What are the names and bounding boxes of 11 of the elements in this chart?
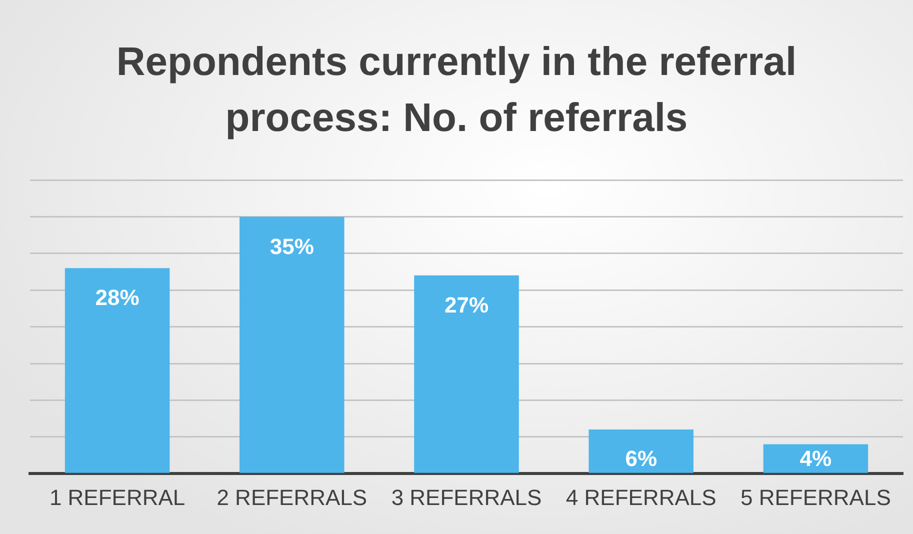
x-tick-label: 5 REFERRALS <box>740 484 891 510</box>
data-label: 27% <box>444 292 489 318</box>
data-label: 6% <box>625 446 657 471</box>
x-tick-label: 1 REFERRAL <box>49 484 186 510</box>
x-tick-label: 4 REFERRALS <box>566 484 716 510</box>
x-tick-label: 3 REFERRALS <box>391 484 542 510</box>
data-label: 28% <box>95 285 140 310</box>
x-tick-label: 2 REFERRALS <box>216 484 368 510</box>
data-label: 4% <box>800 446 832 471</box>
chart-title: Repondents currently in the referral process: No. of referrals <box>115 39 798 142</box>
data-label: 35% <box>270 234 314 259</box>
